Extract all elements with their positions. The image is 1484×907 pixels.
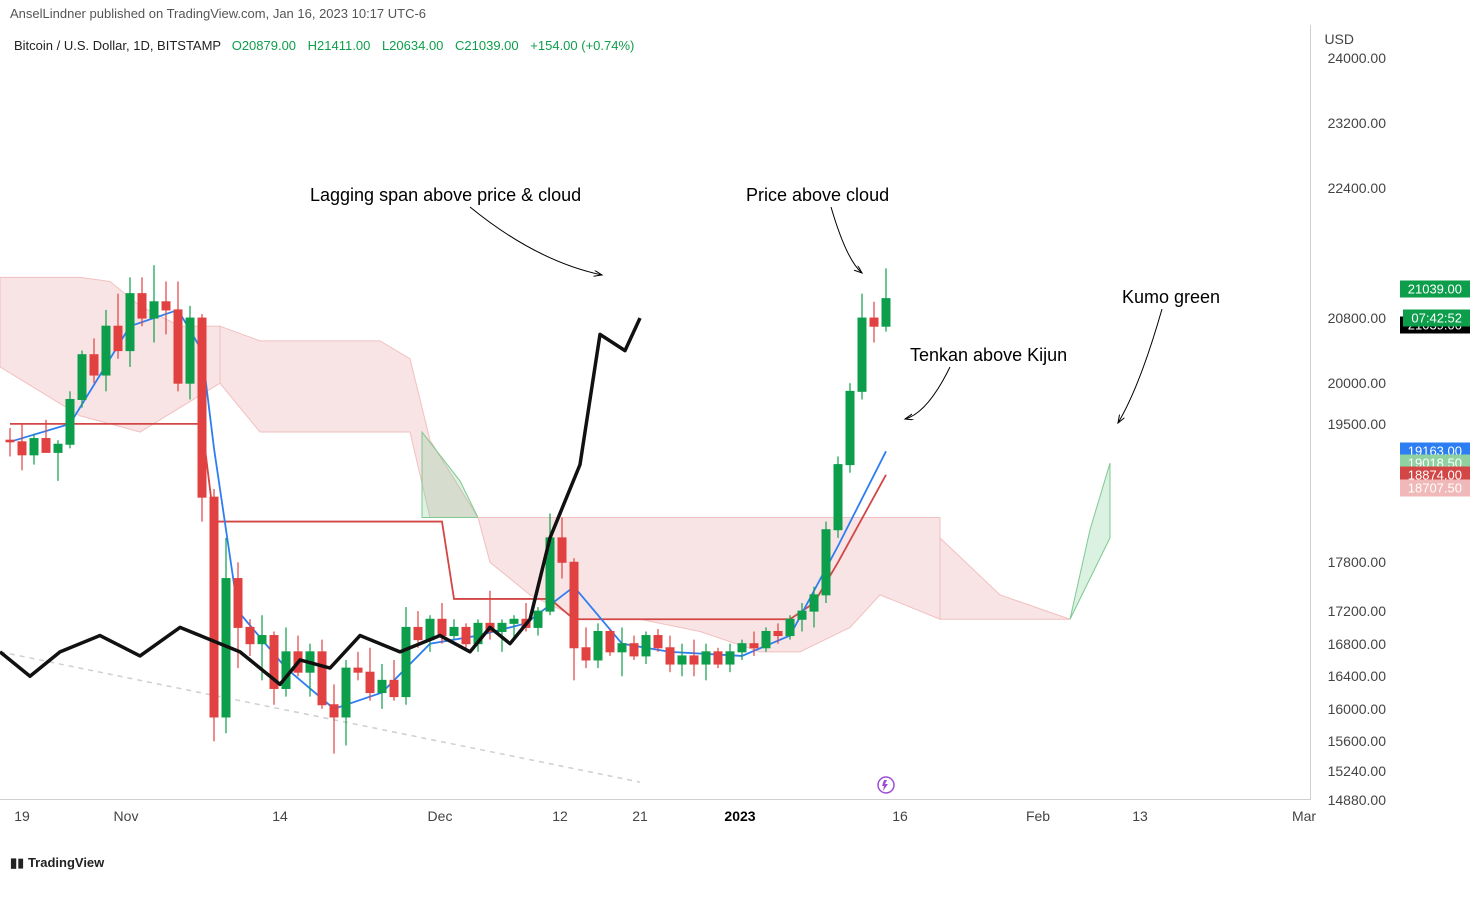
- yaxis-tick: 16400.00: [1328, 668, 1386, 684]
- price-label: 07:42:52: [1403, 309, 1470, 326]
- xaxis-tick: 2023: [724, 808, 755, 824]
- xaxis-tick: Mar: [1292, 808, 1316, 824]
- price-label: 18707.50: [1400, 480, 1470, 497]
- price-label: 21039.00: [1400, 280, 1470, 297]
- yaxis-tick: 19500.00: [1328, 416, 1386, 432]
- yaxis-tick: 20000.00: [1328, 375, 1386, 391]
- yaxis-tick: 16000.00: [1328, 701, 1386, 717]
- annotation-text: Kumo green: [1122, 287, 1220, 308]
- yaxis-tick: 23200.00: [1328, 115, 1386, 131]
- yaxis-tick: 22400.00: [1328, 180, 1386, 196]
- xaxis-tick: Nov: [114, 808, 139, 824]
- xaxis-tick: 13: [1132, 808, 1148, 824]
- yaxis-tick: 16800.00: [1328, 636, 1386, 652]
- publish-header: AnselLindner published on TradingView.co…: [10, 6, 426, 21]
- chart-pane[interactable]: [0, 25, 1310, 800]
- xaxis-tick: 16: [892, 808, 908, 824]
- yaxis-tick: 15240.00: [1328, 763, 1386, 779]
- yaxis-tick: 24000.00: [1328, 50, 1386, 66]
- xaxis-tick: 14: [272, 808, 288, 824]
- chart-svg: [0, 25, 1310, 800]
- time-scale[interactable]: 19Nov14Dec1221202316Feb13Mar: [0, 799, 1310, 839]
- yaxis-tick: 17200.00: [1328, 603, 1386, 619]
- tradingview-logo: ▮▮ TradingView: [10, 855, 104, 871]
- price-scale[interactable]: USD 24000.00 23200.00 22400.00 20800.00 2000…: [1310, 25, 1484, 800]
- annotation-text: Lagging span above price & cloud: [310, 185, 581, 206]
- annotation-text: Price above cloud: [746, 185, 889, 206]
- xaxis-tick: 12: [552, 808, 568, 824]
- xaxis-tick: 19: [14, 808, 30, 824]
- yaxis-tick: 14880.00: [1328, 792, 1386, 808]
- xaxis-tick: 21: [632, 808, 648, 824]
- xaxis-tick: Feb: [1026, 808, 1050, 824]
- xaxis-tick: Dec: [428, 808, 453, 824]
- annotation-text: Tenkan above Kijun: [910, 345, 1067, 366]
- yaxis-tick: 17800.00: [1328, 554, 1386, 570]
- yaxis-tick: 15600.00: [1328, 733, 1386, 749]
- yaxis-tick: 20800.00: [1328, 310, 1386, 326]
- yaxis-label: USD: [1324, 31, 1354, 47]
